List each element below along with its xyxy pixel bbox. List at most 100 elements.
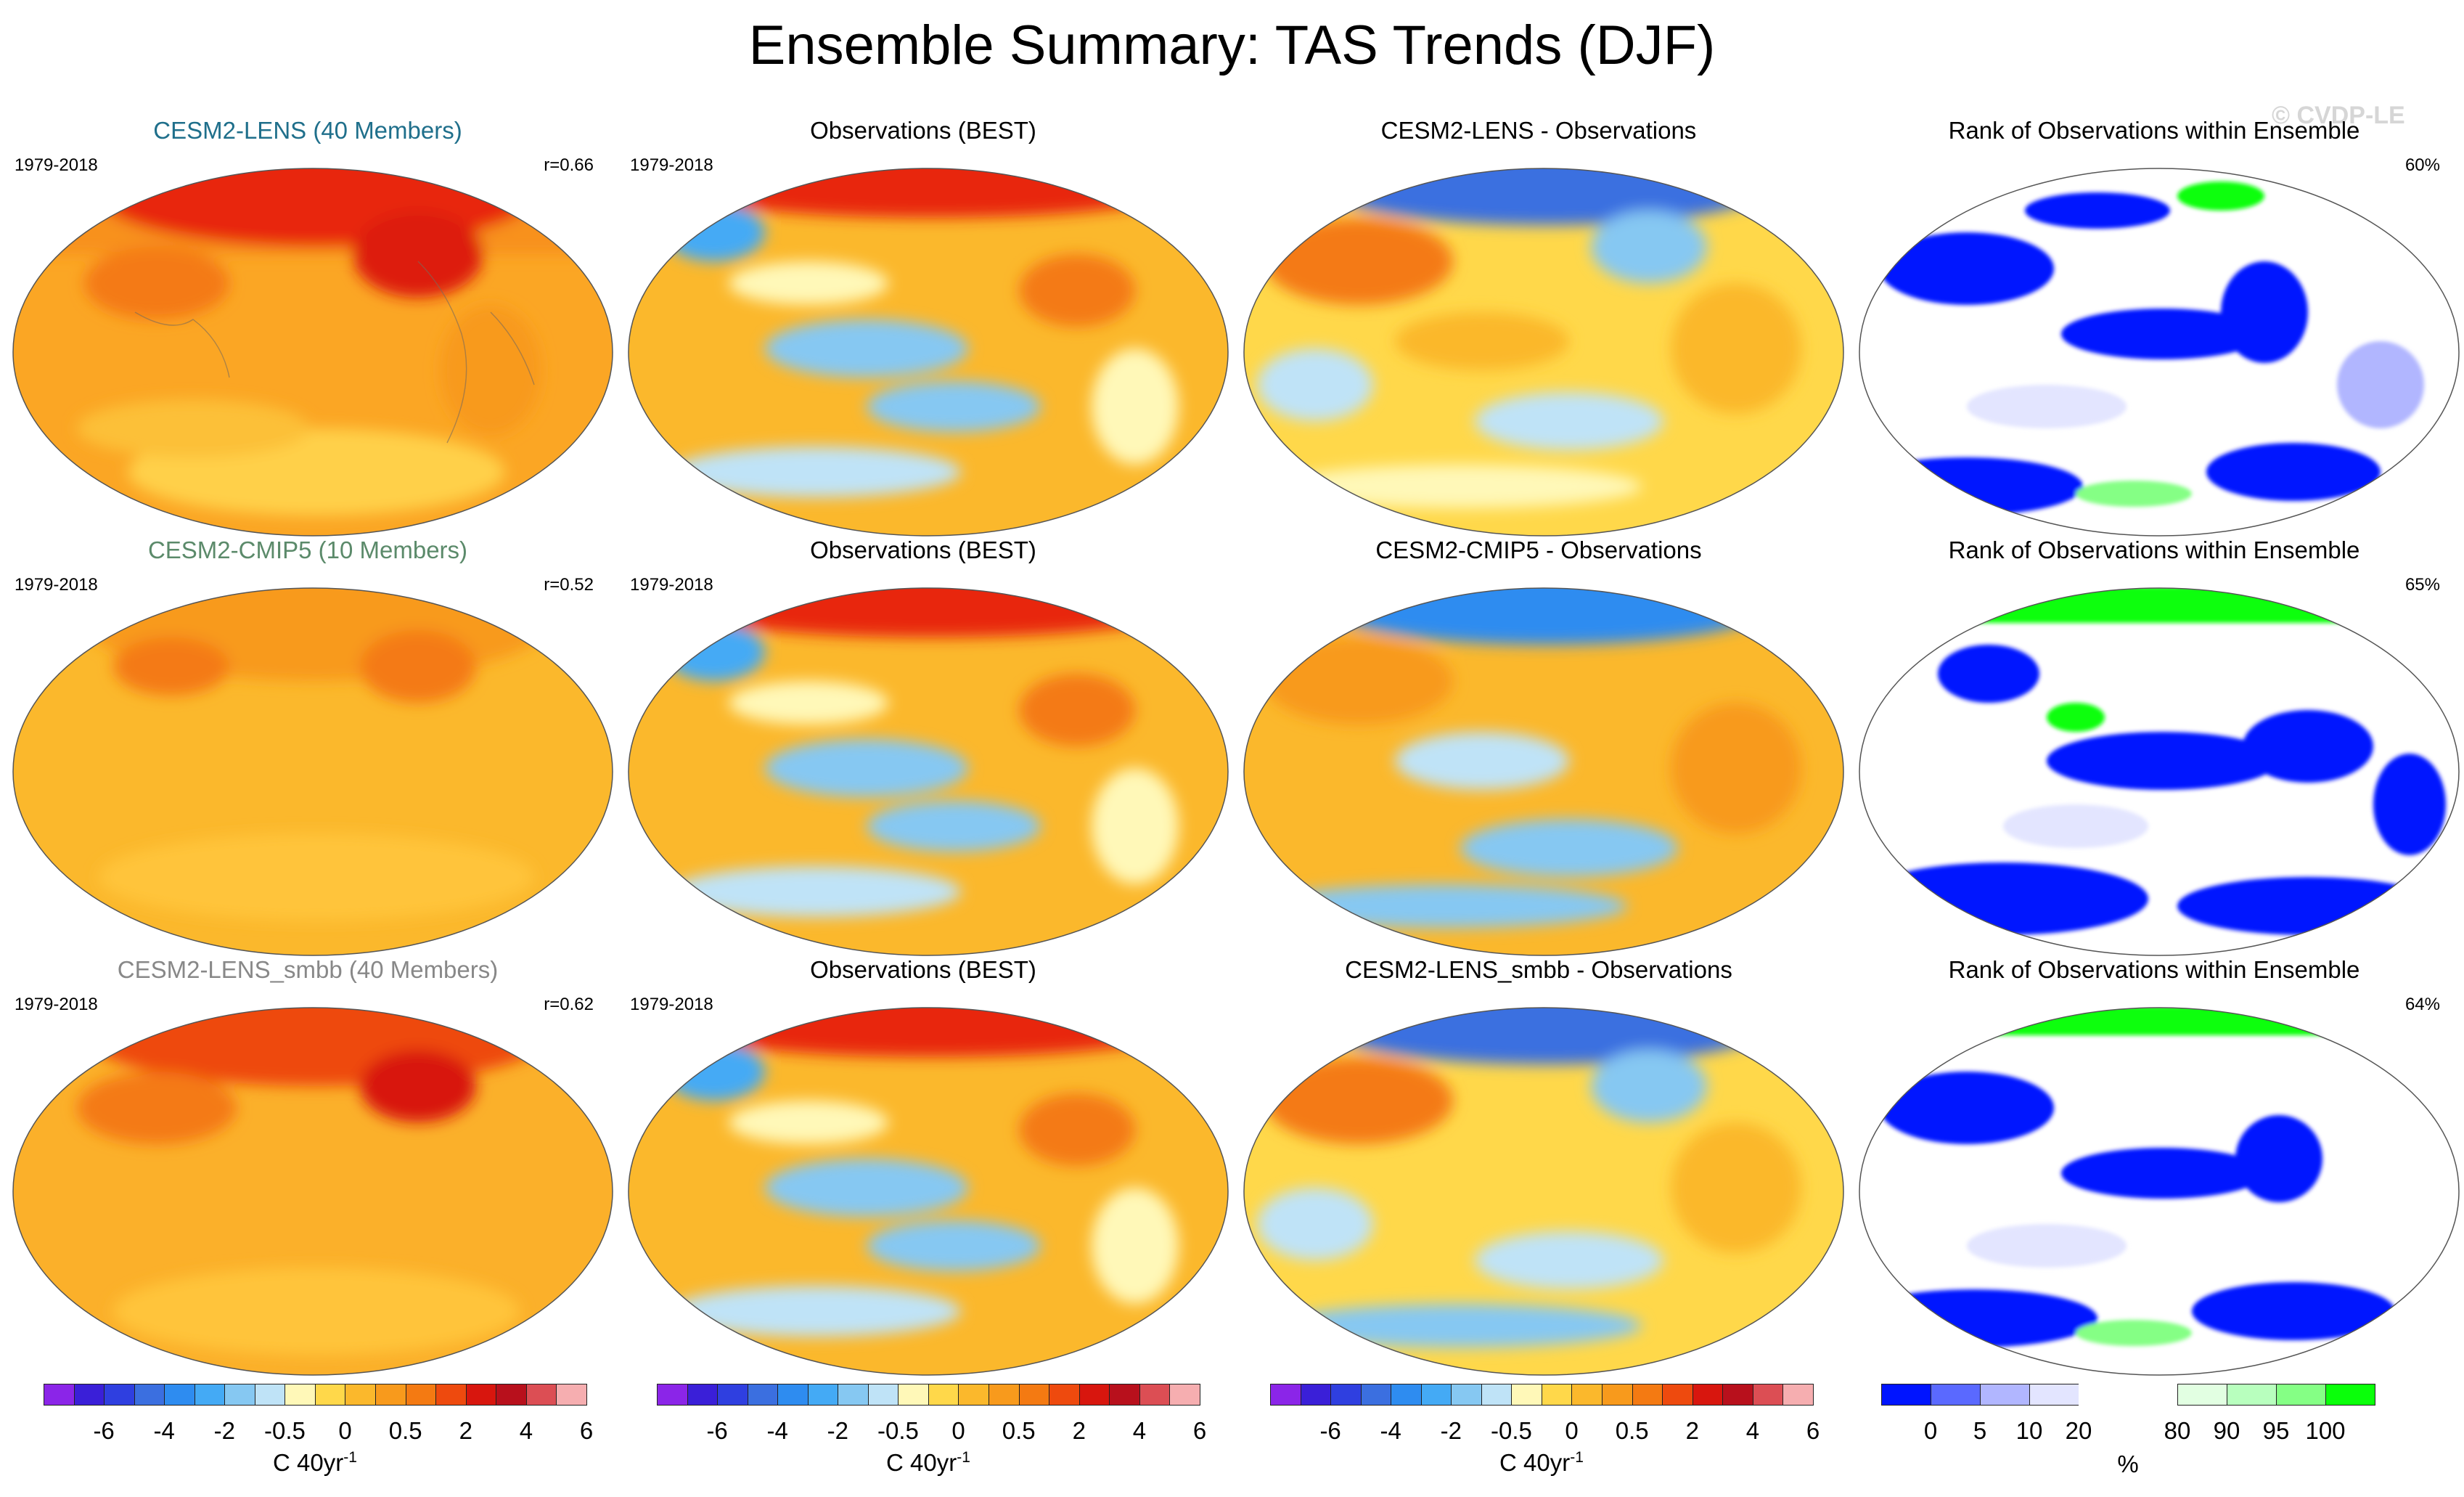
colorbar-swatch: [2325, 1384, 2375, 1406]
colorbar-swatch: [1511, 1384, 1542, 1406]
colorbar-tick-label: -4: [153, 1417, 175, 1444]
colorbar-swatch: [807, 1384, 839, 1406]
trend-colorbar: -6 -4 -2 -0.5 0 0.5 2 4 6 C 40yr-1: [44, 1384, 593, 1493]
colorbar-tick-label: 0: [1923, 1417, 1938, 1444]
colorbar-tick-label: 4: [1132, 1417, 1147, 1444]
map-difference: [1243, 1006, 1845, 1376]
colorbar-swatch: [1360, 1384, 1392, 1406]
rank-colorbar: 0 5 10 20 80 90 95 100%: [1881, 1384, 2375, 1493]
colorbar-tick-label: 100: [2305, 1417, 2346, 1444]
colorbar-swatch: [1881, 1384, 1931, 1406]
colorbar-swatch: [134, 1384, 165, 1406]
colorbar-swatch: [1420, 1384, 1452, 1406]
colorbar-swatch: [1078, 1384, 1110, 1406]
panel-title: Rank of Observations within Ensemble: [1948, 956, 2360, 983]
colorbar-boxes: [1881, 1384, 2375, 1406]
map-observed-trend: [627, 167, 1229, 537]
panel-row3-diff: CESM2-LENS_smbb - Observations: [1231, 955, 1846, 1376]
map-rank: [1858, 167, 2460, 537]
colorbar-tick-label: -4: [766, 1417, 788, 1444]
colorbar-swatch: [1300, 1384, 1332, 1406]
map-observed-trend: [627, 587, 1229, 957]
colorbar-swatch: [1109, 1384, 1140, 1406]
panel-row3-obs: Observations (BEST) 1979-2018: [615, 955, 1231, 1376]
trend-colorbar: -6 -4 -2 -0.5 0 0.5 2 4 6 C 40yr-1: [657, 1384, 1206, 1493]
colorbar-swatch: [989, 1384, 1020, 1406]
colorbar-swatch: [1169, 1384, 1200, 1406]
colorbar-swatch: [1018, 1384, 1050, 1406]
colorbar-tick-label: -0.5: [264, 1417, 306, 1444]
colorbar-tick-label: 80: [2164, 1417, 2191, 1444]
colorbar-swatch: [2177, 1384, 2227, 1406]
colorbar-swatch: [2029, 1384, 2079, 1406]
map-model-trend: [12, 167, 614, 537]
colorbar-tick-label: -0.5: [877, 1417, 919, 1444]
colorbar-tick-label: 4: [519, 1417, 533, 1444]
colorbar-swatch: [2079, 1384, 2129, 1406]
panel-row1-obs: Observations (BEST) 1979-2018: [615, 116, 1231, 537]
panel-row3-rank: Rank of Observations within Ensemble 64%: [1846, 955, 2462, 1376]
colorbar-unit-label: %: [2117, 1451, 2139, 1477]
figure-title: Ensemble Summary: TAS Trends (DJF): [748, 15, 1716, 76]
colorbar-tick-label: 90: [2213, 1417, 2240, 1444]
period-label: 1979-2018: [630, 575, 713, 595]
colorbar-tick-label: -6: [1319, 1417, 1341, 1444]
colorbar-swatch: [1451, 1384, 1482, 1406]
colorbar-swatch: [1391, 1384, 1422, 1406]
colorbar-swatch: [1722, 1384, 1753, 1406]
colorbar-swatch: [657, 1384, 688, 1406]
panel-title: CESM2-LENS (40 Members): [153, 117, 462, 144]
colorbar-swatch: [1270, 1384, 1301, 1406]
colorbar-boxes: [657, 1384, 1200, 1406]
panel-title: Rank of Observations within Ensemble: [1948, 537, 2360, 563]
panel-title: CESM2-CMIP5 (10 Members): [147, 537, 468, 563]
period-label: 1979-2018: [630, 155, 713, 175]
colorbar-swatch: [254, 1384, 286, 1406]
period-label: 1979-2018: [15, 995, 98, 1014]
colorbar-swatch: [838, 1384, 869, 1406]
colorbar-swatch: [1752, 1384, 1784, 1406]
map-difference: [1243, 587, 1845, 957]
colorbar-swatch: [104, 1384, 135, 1406]
colorbar-tick-label: -6: [93, 1417, 115, 1444]
colorbar-swatch: [1330, 1384, 1362, 1406]
period-label: 1979-2018: [15, 575, 98, 595]
colorbar-swatch: [2128, 1384, 2178, 1406]
panel-title: Observations (BEST): [810, 537, 1036, 563]
colorbar-swatch: [345, 1384, 377, 1406]
map-rank: [1858, 1006, 2460, 1376]
panel-title: Observations (BEST): [810, 117, 1036, 144]
colorbar-swatch: [465, 1384, 497, 1406]
percent-label: 65%: [2404, 575, 2440, 595]
panel-title: CESM2-LENS_smbb - Observations: [1345, 956, 1732, 983]
panel-row2-rank: Rank of Observations within Ensemble 65%: [1846, 536, 2462, 957]
colorbar-tick-label: 6: [1806, 1417, 1820, 1444]
panel-row1-diff: CESM2-LENS - Observations: [1231, 116, 1846, 537]
colorbar-tick-label: 2: [1072, 1417, 1086, 1444]
colorbar-tick-label: 0: [338, 1417, 352, 1444]
map-model-trend: [12, 587, 614, 957]
colorbar-swatch: [194, 1384, 226, 1406]
colorbar-swatch: [44, 1384, 75, 1406]
percent-label: 64%: [2404, 995, 2440, 1014]
colorbar-swatch: [1602, 1384, 1633, 1406]
colorbar-tick-label: -6: [706, 1417, 728, 1444]
colorbar-tick-label: 0.5: [1615, 1417, 1649, 1444]
map-difference: [1243, 167, 1845, 537]
colorbar-tick-label: 5: [1973, 1417, 1987, 1444]
panel-title: CESM2-CMIP5 - Observations: [1375, 537, 1702, 563]
colorbar-tick-label: 0: [1565, 1417, 1579, 1444]
colorbar-swatch: [1662, 1384, 1693, 1406]
colorbar-swatch: [285, 1384, 316, 1406]
colorbar-swatch: [687, 1384, 719, 1406]
colorbar-swatch: [1632, 1384, 1663, 1406]
colorbar-swatch: [1980, 1384, 2030, 1406]
colorbar-swatch: [2227, 1384, 2277, 1406]
colorbar-unit-label: C 40yr-1: [273, 1449, 357, 1476]
colorbar-swatch: [928, 1384, 959, 1406]
colorbar-unit-label: C 40yr-1: [1499, 1449, 1584, 1476]
map-rank: [1858, 587, 2460, 957]
colorbar-boxes: [1270, 1384, 1814, 1406]
colorbar-swatch: [496, 1384, 527, 1406]
panel-row2-diff: CESM2-CMIP5 - Observations: [1231, 536, 1846, 957]
